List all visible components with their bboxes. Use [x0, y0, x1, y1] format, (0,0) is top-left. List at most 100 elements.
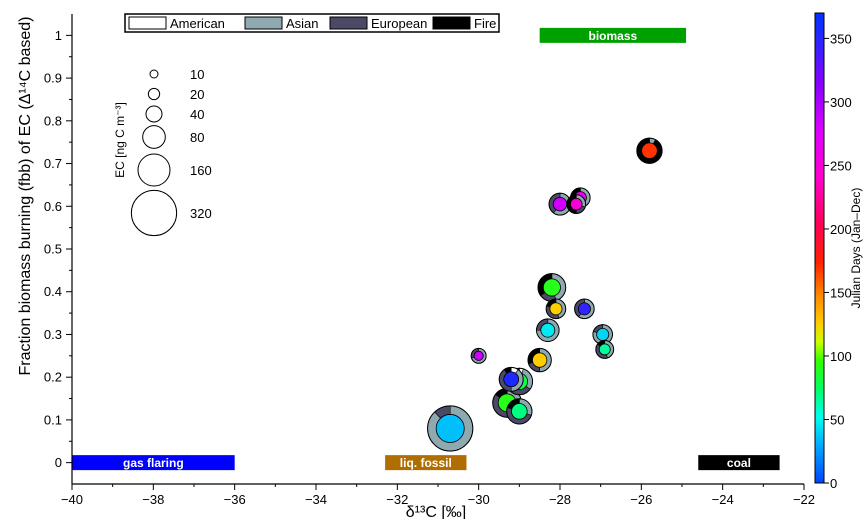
category-legend: American Asian European Fire	[124, 13, 500, 33]
y-tick-label: 0.3	[44, 327, 62, 342]
day-center	[596, 327, 610, 341]
day-center	[532, 352, 548, 368]
x-tick-label: −34	[305, 492, 327, 507]
y-tick-label: 0.6	[44, 199, 62, 214]
pie-outline	[535, 318, 560, 342]
legend-label: Fire	[474, 16, 496, 31]
size-legend-circle	[147, 87, 161, 101]
x-tick-label: −38	[142, 492, 164, 507]
colorbar-tick-label: 350	[830, 31, 852, 46]
legend-label: American	[170, 16, 225, 31]
colorbar-tick-label: 150	[830, 285, 852, 300]
day-center	[549, 302, 563, 316]
size-legend-label: 20	[190, 87, 204, 102]
legend-frame	[124, 13, 500, 33]
data-point	[527, 347, 552, 373]
data-point	[545, 298, 567, 320]
day-center	[511, 403, 528, 420]
size-legend-label: 320	[190, 206, 212, 221]
axes-layer: −40 −38 −36 −34 −32 −30 −28 −26 −24 −22 0 0.1 0.2 0.3…	[44, 14, 815, 507]
x-axis-title: δ¹³C [‰]	[406, 504, 466, 519]
colorbar-tick-label: 250	[830, 158, 852, 173]
points-layer	[427, 137, 663, 452]
data-point	[566, 194, 587, 215]
colorbar: 0 50 100 150 200 250 300 350 Julian Days (Jan–D…	[814, 12, 863, 491]
day-center	[473, 350, 484, 361]
size-legend-label: 10	[190, 67, 204, 82]
region-label: liq. fossil	[400, 456, 452, 470]
day-center	[435, 414, 465, 443]
colorbar-title: Julian Days (Jan–Dec)	[849, 188, 863, 309]
data-point	[636, 137, 663, 164]
y-tick-label: 0.2	[44, 370, 62, 385]
size-legend-circle	[145, 105, 163, 123]
data-point	[535, 318, 560, 342]
y-tick-label: 0.7	[44, 156, 62, 171]
region-bar	[539, 27, 687, 43]
x-tick-label: −28	[549, 492, 571, 507]
colorbar-gradient	[814, 12, 825, 484]
day-center	[503, 371, 520, 388]
day-center	[552, 196, 568, 212]
colorbar-tick-label: 100	[830, 349, 852, 364]
pie-outline	[566, 194, 587, 215]
legend-label: Asian	[286, 16, 319, 31]
size-legend-circle	[130, 189, 178, 237]
y-tick-label: 0.1	[44, 412, 62, 427]
size-legend-title: EC [ng C m⁻³]	[113, 102, 127, 178]
pie-outline	[470, 347, 487, 364]
colorbar-tick-label: 0	[830, 476, 837, 491]
x-tick-label: −40	[61, 492, 83, 507]
size-legend-label: 40	[190, 107, 204, 122]
data-point	[506, 398, 533, 425]
day-center	[542, 278, 561, 297]
region-bar	[385, 455, 467, 471]
y-tick-label: 1	[55, 28, 62, 43]
region-bar	[698, 455, 780, 471]
y-tick-label: 0.8	[44, 113, 62, 128]
x-tick-label: −32	[386, 492, 408, 507]
data-point	[548, 192, 572, 216]
region-label: gas flaring	[123, 456, 184, 470]
pie-outline	[498, 366, 524, 392]
x-tick-label: −22	[793, 492, 815, 507]
day-center	[570, 197, 583, 211]
region-label: biomass	[589, 29, 638, 43]
day-center	[540, 322, 556, 338]
legend-swatch	[432, 16, 471, 30]
regions-layer: gas flaring liq. fossil coal biomass	[72, 27, 780, 471]
x-tick-label: −26	[630, 492, 652, 507]
y-tick-label: 0.5	[44, 242, 62, 257]
colorbar-tick-label: 50	[830, 412, 844, 427]
y-axis-title: Fraction biomass burning (fbb) of EC (Δ¹…	[17, 16, 34, 375]
x-tick-label: −30	[468, 492, 490, 507]
legend-swatch	[128, 16, 167, 30]
data-point	[470, 347, 487, 364]
x-tick-label: −24	[712, 492, 734, 507]
pie-outline	[574, 298, 595, 320]
legend-swatch	[329, 16, 368, 30]
data-point	[427, 405, 474, 452]
colorbar-tick-label: 200	[830, 222, 852, 237]
data-point	[537, 273, 567, 302]
pie-outline	[545, 298, 567, 320]
pie-outline	[636, 137, 663, 164]
y-tick-label: 0	[55, 455, 62, 470]
size-legend-circle	[149, 69, 159, 79]
pie-outline	[527, 347, 552, 373]
size-legend-label: 160	[190, 163, 212, 178]
region-label: coal	[727, 456, 751, 470]
x-tick-label: −36	[224, 492, 246, 507]
pie-outline	[595, 339, 615, 359]
pie-outline	[506, 398, 533, 425]
day-center	[577, 302, 591, 316]
day-center	[641, 142, 658, 159]
legend-label: European	[371, 16, 427, 31]
size-legend-circle	[142, 125, 166, 149]
pie-outline	[427, 405, 474, 452]
size-legend: EC [ng C m⁻³] 10 20 40 80 160 320	[113, 67, 212, 237]
day-center	[598, 343, 611, 356]
data-point	[574, 298, 595, 320]
data-point	[498, 366, 524, 392]
